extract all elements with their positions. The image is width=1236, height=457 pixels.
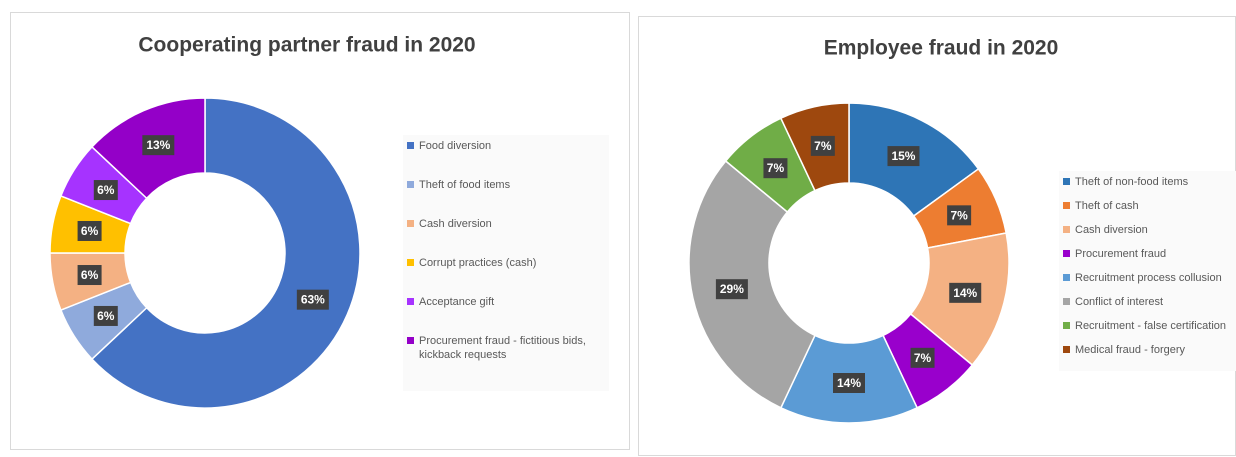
data-label-box [949,282,982,303]
data-label: 13% [146,138,170,152]
data-label: 6% [81,268,99,282]
data-label-box [93,305,118,326]
chart-panel: Cooperating partner fraud in 2020 63% 6% 6%… [10,12,630,450]
data-label: 7% [914,351,932,365]
legend-swatch [1063,346,1070,353]
legend-swatch [1063,250,1070,257]
data-label-box [810,135,835,156]
legend-item: Medical fraud - forgery [1063,343,1236,357]
data-label: 14% [953,286,977,300]
data-label: 7% [950,208,968,222]
legend-item: Cash diversion [1063,223,1236,237]
donut-slice [90,97,361,409]
legend-label: Recruitment - false certification [1075,320,1226,332]
data-label-box [833,373,865,393]
data-label-box [296,289,329,310]
chart-title: Employee fraud in 2020 [824,37,1059,60]
legend-item: Food diversion [407,139,605,153]
legend-swatch [1063,178,1070,185]
chart-title: Cooperating partner fraud in 2020 [138,34,475,57]
legend-label: Recruitment process collusion [1075,272,1222,284]
chart: Employee fraud in 2020 15% 7% 14% 7% 14% 29% 7%… [688,37,1059,424]
data-label-box [93,180,118,201]
legend-item: Conflict of interest [1063,295,1236,309]
legend-swatch [1063,202,1070,209]
chart-panel: Employee fraud in 2020 15% 7% 14% 7% 14% 29% 7%… [638,16,1236,456]
legend-item: Theft of cash [1063,199,1236,213]
data-label-box [142,135,175,156]
data-label: 63% [301,293,325,307]
legend-label: Food diversion [419,140,492,152]
legend-label: Medical fraud - forgery [1075,344,1186,356]
legend-item: Theft of food items [407,178,605,192]
data-label: 7% [767,161,785,175]
legend-label: Corrupt practices (cash) [419,257,537,269]
legend-item: Corrupt practices (cash) [407,256,605,270]
data-label-box [763,158,788,179]
legend-label: Theft of cash [1075,200,1139,212]
legend-swatch [1063,322,1070,329]
legend-swatch [407,181,414,188]
legend-label: Cash diversion [419,218,492,230]
donut-slice [688,159,816,409]
data-label-box [715,279,748,300]
legend-label: Theft of non-food items [1075,176,1189,188]
legend: Food diversion Theft of food items Cash di… [403,135,609,391]
legend-swatch [1063,226,1070,233]
legend: Theft of non-food items Theft of cash Cash… [1059,171,1236,371]
legend-swatch [1063,274,1070,281]
legend-swatch [1063,298,1070,305]
legend-swatch [407,298,414,305]
data-label-box [947,205,972,226]
data-label: 14% [837,376,861,390]
data-label: 6% [97,309,115,323]
data-label-box [77,265,102,286]
data-label: 29% [720,282,744,296]
data-label-box [77,220,102,241]
legend-swatch [407,337,414,344]
legend-item: Procurement fraud [1063,247,1236,261]
data-label-box [887,146,920,167]
legend-label: Cash diversion [1075,224,1148,236]
data-label: 15% [891,149,915,163]
legend-item: Procurement fraud - fictitious bids, kic… [407,334,605,362]
legend-label: Procurement fraud - fictitious bids, kic… [419,335,586,361]
legend-swatch [407,220,414,227]
legend-item: Acceptance gift [407,295,605,309]
legend-swatch [407,142,414,149]
legend-item: Cash diversion [407,217,605,231]
legend-label: Acceptance gift [419,296,495,308]
legend-swatch [407,259,414,266]
chart: Cooperating partner fraud in 2020 63% 6% 6%… [49,34,476,409]
data-label: 6% [81,224,99,238]
legend-label: Theft of food items [419,179,511,191]
data-label: 7% [814,139,832,153]
legend-item: Recruitment process collusion [1063,271,1236,285]
legend-item: Theft of non-food items [1063,175,1236,189]
data-label-box [910,347,935,368]
legend-label: Conflict of interest [1075,296,1164,308]
data-label: 6% [97,183,115,197]
legend-item: Recruitment - false certification [1063,319,1236,333]
legend-label: Procurement fraud [1075,248,1167,260]
